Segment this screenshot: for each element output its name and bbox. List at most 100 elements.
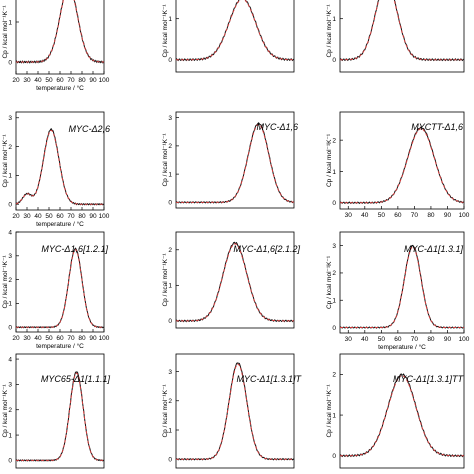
plot-frame bbox=[339, 231, 465, 334]
x-tick-label: 90 bbox=[444, 336, 452, 343]
panel-title: MYC-Δ1,6 bbox=[256, 122, 298, 132]
plot-frame bbox=[175, 111, 295, 209]
y-tick-label: 1 bbox=[332, 16, 336, 23]
y-axis-label: Cp / kcal mol⁻¹K⁻¹ bbox=[162, 253, 169, 307]
y-axis-label: Cp / kcal mol⁻¹K⁻¹ bbox=[2, 384, 9, 438]
x-tick-label: 60 bbox=[56, 335, 64, 342]
panel-title: MYC-Δ1[1.3.1] bbox=[404, 244, 464, 254]
x-tick-label: 50 bbox=[45, 213, 53, 220]
x-axis-label: temperature / °C bbox=[378, 343, 426, 351]
x-tick-label: 40 bbox=[34, 335, 42, 342]
experimental-curve bbox=[16, 371, 104, 462]
x-tick-label: 60 bbox=[56, 213, 64, 220]
x-tick-label: 40 bbox=[34, 77, 42, 84]
panel-title: MYC-Δ1[1.3.1]TT bbox=[393, 374, 465, 384]
x-tick-label: 30 bbox=[23, 213, 31, 220]
y-tick-label: 4 bbox=[8, 356, 12, 363]
x-tick-label: 50 bbox=[378, 212, 386, 219]
y-tick-label: 2 bbox=[8, 144, 12, 151]
panel-7: 20 30 40 50 60 70 80 90 100 0 1 2 3 4 Cp / kcal mol⁻¹K… bbox=[2, 229, 110, 350]
fit-curve bbox=[16, 0, 104, 63]
y-tick-label: 0 bbox=[8, 458, 12, 465]
experimental-curve bbox=[176, 241, 294, 323]
y-tick-label: 2 bbox=[332, 137, 336, 144]
x-tick-label: 70 bbox=[67, 335, 75, 342]
x-tick-label: 20 bbox=[12, 77, 20, 84]
y-tick-label: 1 bbox=[168, 427, 172, 434]
fit-curve bbox=[16, 249, 104, 328]
y-axis-label: Cp / kcal mol⁻¹K⁻¹ bbox=[162, 384, 169, 438]
fit-curve bbox=[16, 372, 104, 461]
y-tick-label: 1 bbox=[8, 301, 12, 308]
panel-title: MYC-Δ2,6 bbox=[68, 124, 110, 134]
y-tick-label: 2 bbox=[168, 398, 172, 405]
x-tick-label: 50 bbox=[378, 336, 386, 343]
y-tick-label: 3 bbox=[8, 382, 12, 389]
panel-4: 20 30 40 50 60 70 80 90 100 0 1 2 3 Cp / kcal mol⁻¹K⁻… bbox=[2, 111, 110, 228]
x-tick-label: 70 bbox=[67, 77, 75, 84]
panel-2: 0 1Cp / kcal mol⁻¹K⁻¹ bbox=[162, 0, 295, 73]
panel-title: MYC-Δ1[1.3.1]T bbox=[236, 374, 302, 384]
x-tick-label: 80 bbox=[427, 336, 435, 343]
x-tick-label: 70 bbox=[411, 336, 419, 343]
experimental-curve bbox=[16, 247, 104, 329]
x-tick-label: 80 bbox=[78, 77, 86, 84]
fit-curve bbox=[16, 129, 104, 205]
x-tick-label: 100 bbox=[99, 335, 110, 342]
experimental-curve bbox=[340, 126, 464, 205]
x-tick-label: 20 bbox=[12, 335, 20, 342]
fit-curve bbox=[340, 128, 464, 204]
panel-11: 0 1 2 3 Cp / kcal mol⁻¹K⁻¹ MYC-Δ1[1.3.1]T bbox=[162, 353, 302, 469]
plot-frame bbox=[339, 111, 465, 210]
x-tick-label: 100 bbox=[459, 336, 470, 343]
y-axis-label: Cp / kcal mol⁻¹K⁻¹ bbox=[326, 384, 333, 438]
y-tick-label: 1 bbox=[8, 432, 12, 439]
x-tick-label: 90 bbox=[444, 212, 452, 219]
x-axis-label: temperature / °C bbox=[36, 342, 84, 350]
y-tick-label: 0 bbox=[332, 57, 336, 64]
panel-title: MYC-Δ1,6[2.1.2] bbox=[233, 244, 300, 254]
y-axis-label: Cp / kcal mol⁻¹K⁻¹ bbox=[2, 134, 9, 188]
y-tick-label: 3 bbox=[168, 369, 172, 376]
plot-frame bbox=[15, 0, 105, 75]
x-tick-label: 60 bbox=[394, 336, 402, 343]
plot-frame bbox=[175, 231, 295, 329]
x-tick-label: 100 bbox=[99, 213, 110, 220]
y-tick-label: 0 bbox=[168, 57, 172, 64]
plot-frame bbox=[339, 0, 465, 73]
plot-frame bbox=[339, 353, 465, 469]
x-tick-label: 100 bbox=[99, 77, 110, 84]
x-tick-label: 80 bbox=[78, 213, 86, 220]
x-tick-label: 70 bbox=[411, 212, 419, 219]
y-tick-label: 2 bbox=[168, 143, 172, 150]
y-tick-label: 1 bbox=[332, 298, 336, 305]
y-tick-label: 0 bbox=[168, 318, 172, 325]
fit-curve bbox=[340, 375, 464, 457]
panel-12: 0 1 2 Cp / kcal mol⁻¹K⁻¹ MYC-Δ1[1.3.1]TT bbox=[326, 353, 465, 469]
x-tick-label: 30 bbox=[345, 212, 353, 219]
x-tick-label: 40 bbox=[361, 336, 369, 343]
x-tick-label: 40 bbox=[361, 212, 369, 219]
experimental-curve bbox=[340, 244, 464, 329]
panel-10: 0 1 2 3 4 Cp / kcal mol⁻¹K⁻¹ MYC65-Δ1[1.1.1] bbox=[2, 353, 110, 469]
y-tick-label: 0 bbox=[332, 325, 336, 332]
x-tick-label: 80 bbox=[78, 335, 86, 342]
x-tick-label: 40 bbox=[34, 213, 42, 220]
x-tick-label: 90 bbox=[89, 77, 97, 84]
experimental-curve bbox=[176, 0, 294, 62]
plot-frame bbox=[15, 353, 105, 469]
x-tick-label: 60 bbox=[394, 212, 402, 219]
y-axis-label: Cp / kcal mol⁻¹K⁻¹ bbox=[326, 133, 333, 187]
x-tick-label: 50 bbox=[45, 335, 53, 342]
y-tick-label: 1 bbox=[168, 171, 172, 178]
y-tick-label: 3 bbox=[8, 253, 12, 260]
x-tick-label: 80 bbox=[427, 212, 435, 219]
y-axis-label: Cp / kcal mol⁻¹K⁻¹ bbox=[162, 133, 169, 187]
y-tick-label: 1 bbox=[8, 19, 12, 26]
plot-frame bbox=[175, 0, 295, 73]
x-tick-label: 90 bbox=[89, 213, 97, 220]
panel-title: MYCTT-Δ1,6 bbox=[411, 122, 463, 132]
x-tick-label: 30 bbox=[23, 77, 31, 84]
y-tick-label: 0 bbox=[332, 453, 336, 460]
